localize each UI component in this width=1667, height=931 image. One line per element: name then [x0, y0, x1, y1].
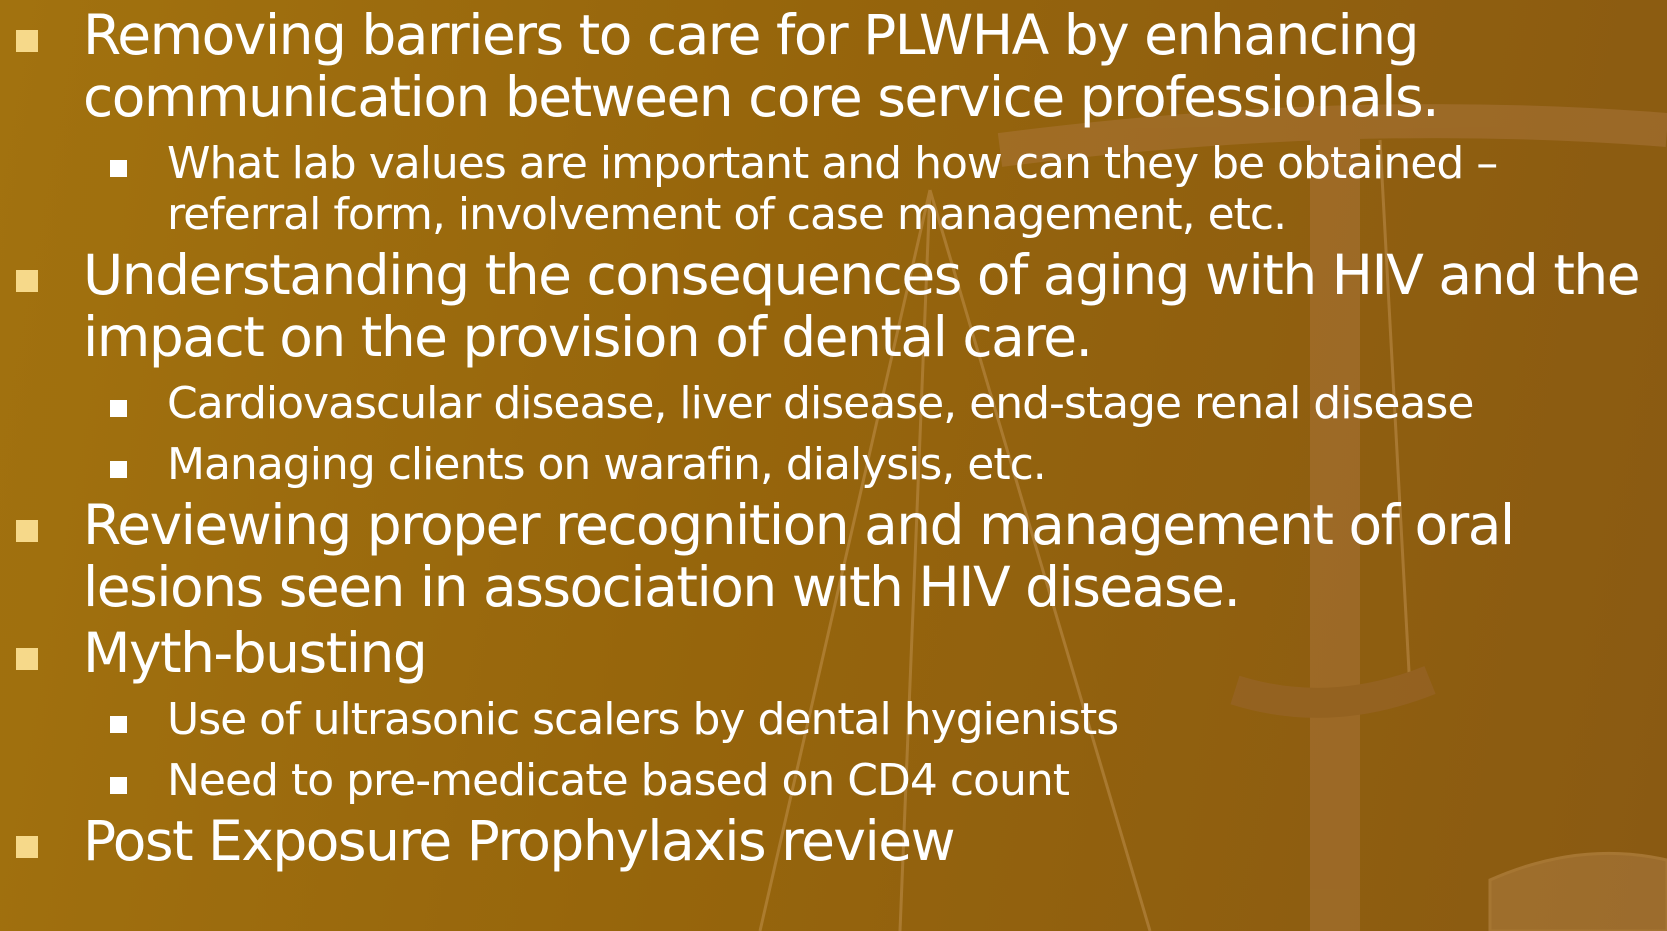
- sub-bullet: What lab values are important and how ca…: [0, 138, 1662, 240]
- bullet-text: Managing clients on warafin, dialysis, e…: [167, 439, 1047, 490]
- bullet-text: Post Exposure Prophylaxis review: [83, 809, 956, 873]
- bullet-text: What lab values are important and how ca…: [167, 138, 1498, 240]
- bullet: [16, 836, 38, 858]
- bullet-text: Myth-busting: [83, 621, 428, 685]
- sub-bullet: Need to pre-medicate based on CD4 count: [0, 755, 1662, 806]
- bullet: [16, 30, 38, 52]
- bullet: [110, 777, 127, 794]
- bullet-list: Removing barriers to care for PLWHA by e…: [0, 4, 1663, 872]
- bullet: [110, 716, 127, 733]
- bullet: [110, 160, 127, 177]
- bullet-text: Understanding the consequences of aging …: [83, 243, 1641, 369]
- bullet-text: Cardiovascular disease, liver disease, e…: [167, 378, 1474, 429]
- bullet-text: Use of ultrasonic scalers by dental hygi…: [167, 694, 1119, 745]
- main-bullet: Myth-busting: [0, 622, 1663, 684]
- sub-bullet: Managing clients on warafin, dialysis, e…: [0, 439, 1662, 490]
- main-bullet: Removing barriers to care for PLWHA by e…: [0, 4, 1663, 128]
- sub-bullet: Cardiovascular disease, liver disease, e…: [0, 378, 1662, 429]
- bullet-text: Need to pre-medicate based on CD4 count: [167, 755, 1070, 806]
- main-bullet: Post Exposure Prophylaxis review: [0, 810, 1663, 872]
- bullet: [16, 270, 38, 292]
- bullet: [16, 648, 38, 670]
- bullet-text: Removing barriers to care for PLWHA by e…: [83, 3, 1440, 129]
- bullet: [110, 461, 127, 478]
- main-bullet: Reviewing proper recognition and managem…: [0, 494, 1663, 618]
- main-bullet: Understanding the consequences of aging …: [0, 244, 1663, 368]
- bullet-text: Reviewing proper recognition and managem…: [83, 493, 1515, 619]
- bullet: [16, 520, 38, 542]
- sub-bullet: Use of ultrasonic scalers by dental hygi…: [0, 694, 1662, 745]
- bullet: [110, 400, 127, 417]
